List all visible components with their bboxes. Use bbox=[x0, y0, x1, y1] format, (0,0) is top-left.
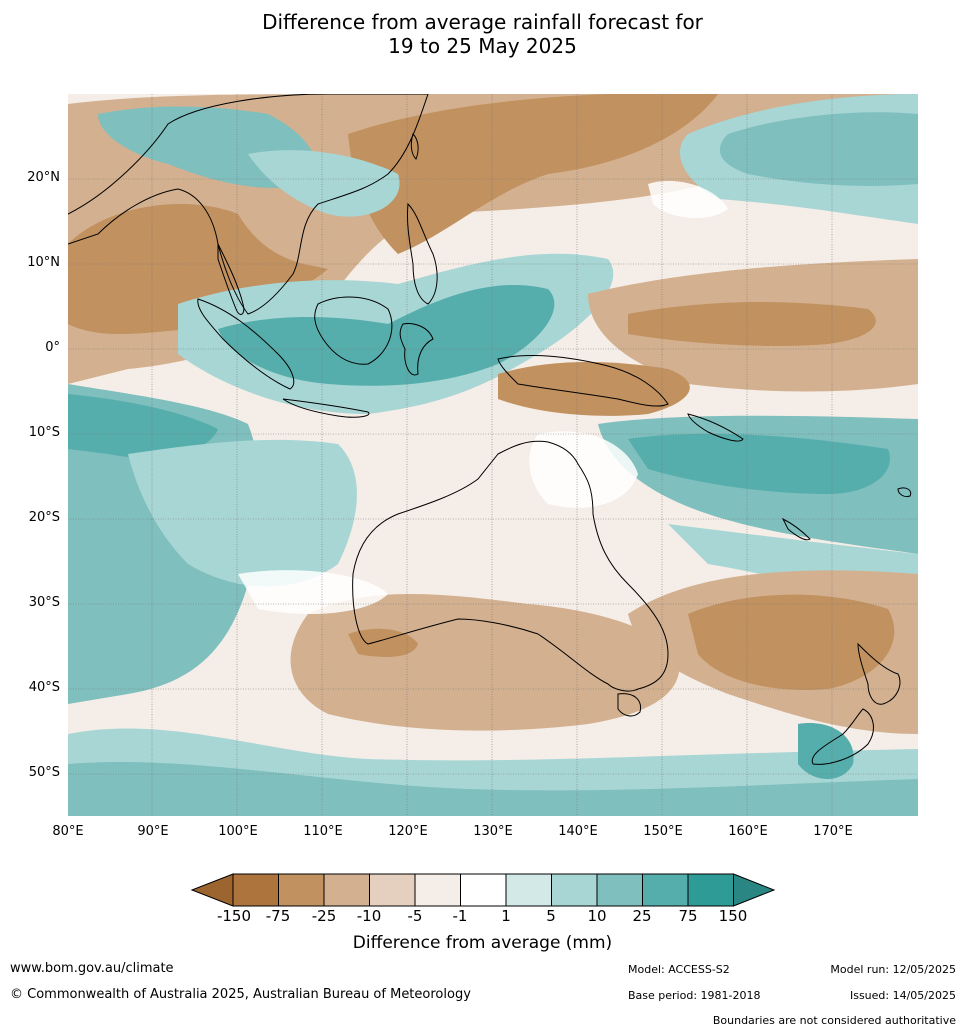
lon-label-110e: 110°E bbox=[303, 824, 343, 839]
colorbar-tick: 75 bbox=[678, 907, 698, 925]
footer-model-run: Model run: 12/05/2025 bbox=[830, 963, 956, 976]
contour-indian-ocean-wet-core bbox=[68, 394, 218, 458]
contour-southern-ocean-wet-core bbox=[68, 761, 918, 816]
lat-label-10n: 10°N bbox=[27, 255, 60, 270]
footer-disclaimer: Boundaries are not considered authoritat… bbox=[712, 1014, 956, 1027]
footer-copyright: © Commonwealth of Australia 2025, Austra… bbox=[10, 987, 471, 1002]
contour-coral-sea-wet-core bbox=[628, 433, 890, 494]
coastline-tasmania bbox=[617, 693, 642, 717]
contour-maritime-wet-core bbox=[218, 284, 555, 386]
coastline-asia-mainland bbox=[68, 94, 429, 315]
colorbar-swatch-2 bbox=[278, 873, 325, 907]
contour-sea-wet-2 bbox=[248, 150, 400, 217]
lon-label-80e: 80°E bbox=[52, 824, 84, 839]
colorbar-swatch-4 bbox=[369, 873, 416, 907]
coastline-sulawesi bbox=[399, 323, 434, 376]
contour-indian-ocean-light bbox=[128, 439, 357, 587]
colorbar-swatch-7 bbox=[505, 873, 552, 907]
lat-label-40s: 40°S bbox=[28, 680, 60, 695]
lon-label-170e: 170°E bbox=[813, 824, 853, 839]
lon-label-130e: 130°E bbox=[473, 824, 513, 839]
colorbar-tick: -10 bbox=[356, 907, 382, 925]
colorbar-tick: -75 bbox=[265, 907, 291, 925]
coastline-png bbox=[497, 354, 669, 407]
coastline-nz-north bbox=[857, 642, 901, 705]
coastline-taiwan bbox=[410, 133, 419, 160]
contour-north-dry-core-2 bbox=[348, 94, 718, 254]
lat-label-20n: 20°N bbox=[27, 170, 60, 185]
contour-ne-pacific-wet-core bbox=[719, 112, 918, 186]
colorbar-swatch-11 bbox=[687, 873, 734, 907]
footer-website: www.bom.gov.au/climate bbox=[10, 961, 174, 976]
colorbar-tick: -150 bbox=[216, 907, 252, 925]
contour-tasman-dry-core bbox=[688, 594, 895, 690]
lon-label-90e: 90°E bbox=[137, 824, 169, 839]
contour-bight-dry-core bbox=[348, 628, 418, 657]
contour-neutral-1 bbox=[529, 431, 638, 508]
coastline-java bbox=[282, 398, 370, 418]
map-title-line2: 19 to 25 May 2025 bbox=[388, 34, 577, 58]
lon-label-140e: 140°E bbox=[558, 824, 598, 839]
lon-label-100e: 100°E bbox=[218, 824, 258, 839]
colorbar-swatch-6 bbox=[460, 873, 507, 907]
colorbar-tick: -5 bbox=[407, 907, 423, 925]
colorbar-swatch-1 bbox=[232, 873, 279, 907]
lat-label-50s: 50°S bbox=[28, 765, 60, 780]
colorbar-swatch-10 bbox=[642, 873, 689, 907]
contour-png-dry bbox=[498, 362, 690, 416]
colorbar bbox=[190, 873, 776, 907]
lat-label-equator: 0° bbox=[45, 340, 60, 355]
lon-label-150e: 150°E bbox=[643, 824, 683, 839]
coastline-malay-peninsula bbox=[217, 243, 245, 315]
contour-neutral-3 bbox=[648, 180, 728, 219]
colorbar-swatch-9 bbox=[596, 873, 643, 907]
colorbar-tick: 1 bbox=[501, 907, 511, 925]
colorbar-label: Difference from average (mm) bbox=[352, 933, 613, 953]
colorbar-tick: 25 bbox=[632, 907, 652, 925]
colorbar-tick: -1 bbox=[452, 907, 468, 925]
footer-issued: Issued: 14/05/2025 bbox=[849, 989, 956, 1002]
contour-nz-south-wet bbox=[798, 723, 854, 779]
colorbar-arrow-left bbox=[190, 873, 234, 907]
coastlines bbox=[68, 94, 912, 765]
colorbar-swatch-8 bbox=[551, 873, 598, 907]
rainfall-map-svg bbox=[68, 94, 918, 816]
coastline-sumatra bbox=[197, 298, 295, 390]
map-title-line1: Difference from average rainfall forecas… bbox=[262, 10, 703, 34]
lat-label-30s: 30°S bbox=[28, 595, 60, 610]
colorbar-tick: 150 bbox=[718, 907, 748, 925]
contour-southern-australia-dry bbox=[290, 594, 680, 731]
coastline-new-caledonia bbox=[781, 517, 811, 541]
colorbar-swatch-5 bbox=[414, 873, 461, 907]
colorbar-arrow-right bbox=[733, 873, 776, 907]
lat-label-10s: 10°S bbox=[28, 425, 60, 440]
colorbar-tick: 5 bbox=[546, 907, 556, 925]
coastline-fiji bbox=[897, 487, 912, 497]
graticule bbox=[68, 94, 918, 816]
rainfall-map bbox=[68, 94, 918, 816]
contour-neutral-2 bbox=[238, 570, 388, 614]
colorbar-tick: -25 bbox=[311, 907, 337, 925]
coastline-philippines bbox=[407, 202, 438, 305]
footer-model: Model: ACCESS-S2 bbox=[628, 963, 730, 976]
contour-pacific-dry-core bbox=[628, 302, 876, 346]
lon-label-120e: 120°E bbox=[388, 824, 428, 839]
lon-label-160e: 160°E bbox=[728, 824, 768, 839]
coastline-borneo bbox=[314, 296, 393, 365]
coastline-australia bbox=[352, 440, 669, 692]
coastline-solomons bbox=[687, 413, 744, 442]
lat-label-20s: 20°S bbox=[28, 510, 60, 525]
colorbar-swatch-3 bbox=[323, 873, 370, 907]
coastline-nz-south bbox=[811, 708, 874, 765]
colorbar-tick: 10 bbox=[587, 907, 607, 925]
footer-base-period: Base period: 1981-2018 bbox=[628, 989, 761, 1002]
